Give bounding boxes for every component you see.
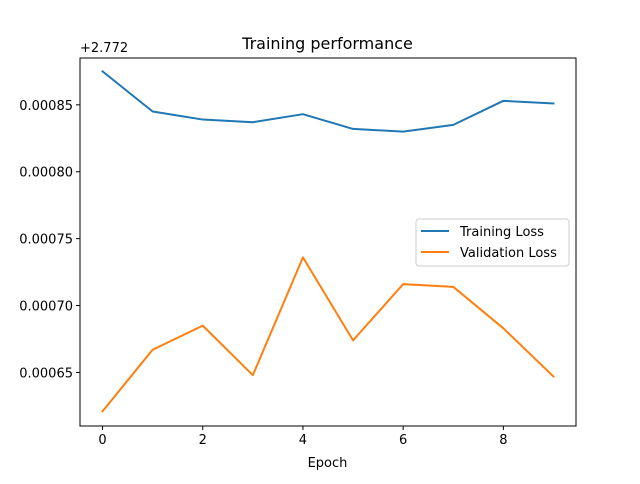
series-lines [101, 69, 555, 413]
legend: Training Loss Validation Loss [415, 218, 570, 267]
series-line-validation-loss [101, 256, 555, 413]
legend-entry-validation-loss: Validation Loss [460, 246, 557, 261]
legend-frame [415, 218, 570, 267]
y-offset-label: +2.772 [80, 41, 128, 56]
plot-frame [79, 57, 577, 427]
series-line-training-loss [101, 69, 555, 133]
x-axis-label: Epoch [308, 456, 348, 471]
y-tick-label: 0.00075 [19, 233, 73, 248]
x-tick-label: 2 [199, 433, 207, 448]
y-tick-label: 0.00085 [19, 99, 73, 114]
x-axis-ticks: 0 2 4 6 8 [98, 426, 507, 448]
chart-title: Training performance [241, 34, 413, 53]
y-tick-label: 0.00070 [19, 300, 73, 315]
y-tick-label: 0.00080 [19, 166, 73, 181]
x-tick-label: 0 [98, 433, 106, 448]
x-tick-label: 4 [299, 433, 307, 448]
y-axis-ticks: 0.00065 0.00070 0.00075 0.00080 0.00085 [19, 99, 80, 381]
x-tick-label: 8 [499, 433, 507, 448]
legend-entry-training-loss: Training Loss [459, 225, 544, 240]
x-tick-label: 6 [399, 433, 407, 448]
y-tick-label: 0.00065 [19, 366, 73, 381]
